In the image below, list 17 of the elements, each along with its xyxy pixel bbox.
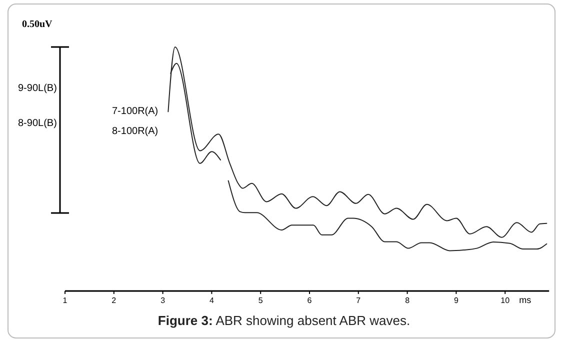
x-tick-label: 4	[209, 296, 214, 305]
x-tick-label: 2	[112, 296, 117, 305]
x-tick-label: 3	[160, 296, 166, 305]
text: 0.50uV	[22, 19, 54, 30]
x-tick-label: 8	[405, 296, 410, 305]
x-tick-label: 9	[454, 296, 459, 305]
x-tick-label: 10	[500, 296, 510, 305]
x-tick-label: 6	[307, 296, 312, 305]
x-axis-title: ms	[519, 295, 532, 305]
text: 8-90L(B)	[18, 118, 57, 129]
text: 9-90L(B)	[18, 83, 57, 94]
caption: Figure 3: ABR showing absent ABR waves.	[158, 313, 410, 328]
x-tick-label: 7	[356, 296, 362, 305]
annotation: 8-100R(A)	[112, 126, 158, 137]
annotation: 7-100R(A)	[112, 106, 158, 117]
x-tick-label: 5	[258, 296, 264, 305]
x-tick-label: 1	[62, 296, 68, 305]
